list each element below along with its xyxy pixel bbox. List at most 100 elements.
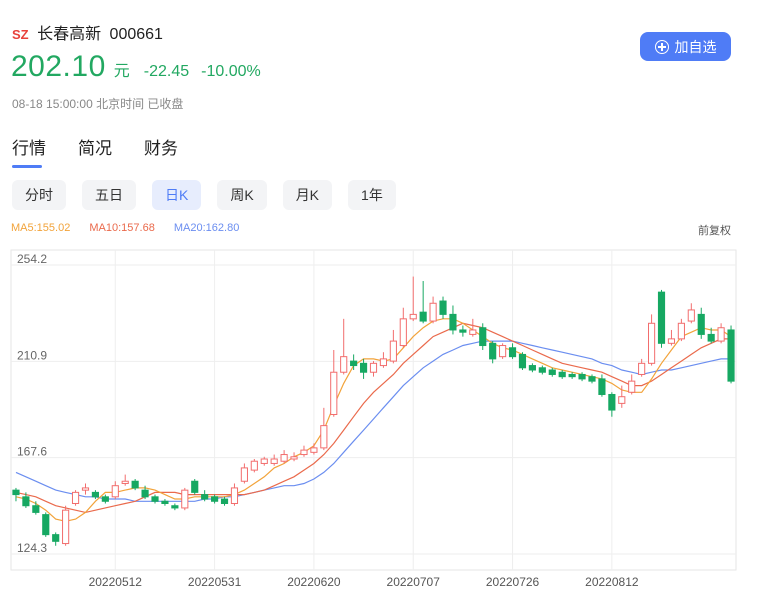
candle-up: [111, 485, 119, 498]
candle-up: [320, 425, 328, 449]
ma5-label: MA5:155.02: [11, 222, 71, 234]
x-tick-label: 20220812: [585, 575, 639, 589]
candle-up: [121, 480, 129, 484]
y-tick-label: 210.9: [17, 348, 47, 362]
candle-down: [598, 378, 606, 395]
period-five-day[interactable]: 五日: [82, 180, 136, 210]
candle-up: [469, 329, 477, 335]
candle-down: [449, 313, 457, 331]
x-tick-label: 20220512: [89, 575, 143, 589]
candle-down: [52, 534, 60, 542]
candle-down: [359, 362, 368, 373]
candle-down: [548, 369, 556, 375]
candle-down: [528, 365, 536, 371]
candle-up: [677, 322, 685, 340]
candle-down: [588, 376, 596, 382]
candle-up: [429, 302, 437, 322]
candle-down: [459, 329, 467, 333]
candle-down: [657, 291, 666, 344]
candle-down: [489, 342, 497, 360]
price-row: 202.10 元 -22.45 -10.00%: [11, 50, 261, 84]
stock-header: SZ 长春高新 000661: [12, 20, 163, 44]
period-weekly-k[interactable]: 周K: [217, 180, 267, 210]
candle-down: [101, 496, 109, 502]
candle-up: [687, 309, 695, 322]
period-intraday[interactable]: 分时: [12, 180, 66, 210]
candle-down: [22, 496, 30, 507]
add-to-watchlist-label: 加自选: [674, 38, 717, 55]
candle-down: [191, 480, 199, 493]
candle-up: [81, 487, 90, 491]
candle-up: [399, 318, 407, 347]
candle-up: [379, 358, 388, 367]
market-badge: SZ: [12, 27, 29, 42]
candle-up: [260, 458, 268, 464]
candle-down: [707, 333, 715, 342]
candle-down: [727, 329, 735, 382]
stock-name: 长春高新: [37, 26, 102, 43]
candle-up: [240, 467, 248, 482]
candle-down: [439, 300, 447, 315]
candle-up: [717, 327, 725, 342]
candle-down: [538, 367, 546, 373]
price-change-percent: -10.00%: [201, 63, 261, 80]
price-change: -22.45: [143, 63, 190, 80]
candle-down: [697, 313, 705, 335]
candle-up: [618, 396, 626, 404]
x-tick-label: 20220726: [486, 575, 540, 589]
candle-down: [211, 496, 219, 502]
moving-average-legend: MA5:155.02 MA10:157.68 MA20:162.80 前复权: [11, 222, 731, 237]
candle-down: [141, 489, 149, 498]
candle-down: [32, 505, 40, 513]
stock-code: 000661: [109, 26, 163, 43]
tab-finance[interactable]: 财务: [144, 139, 178, 158]
period-daily-k[interactable]: 日K: [152, 180, 202, 210]
candle-down: [91, 491, 99, 498]
candle-up: [250, 460, 258, 471]
y-tick-label: 254.2: [17, 252, 47, 266]
candle-up: [62, 509, 70, 545]
chart-frame: [10, 249, 737, 571]
candle-up: [340, 356, 348, 373]
price-adjust-toggle[interactable]: 前复权: [698, 225, 731, 237]
candle-up: [409, 313, 417, 320]
period-selector: 分时 五日 日K 周K 月K 1年: [12, 180, 412, 210]
candle-up: [300, 449, 308, 456]
candle-up: [181, 489, 189, 509]
candle-down: [151, 496, 159, 502]
candle-up: [330, 371, 338, 416]
tab-quotes[interactable]: 行情: [12, 134, 46, 168]
candle-down: [220, 498, 229, 504]
current-price: 202.10: [11, 50, 106, 83]
candle-down: [131, 480, 139, 489]
x-tick-label: 20220620: [287, 575, 341, 589]
candle-down: [171, 505, 179, 509]
trade-time-status: 08-18 15:00:00 北京时间 已收盘: [12, 97, 184, 111]
candle-up: [499, 345, 507, 358]
candle-down: [508, 347, 517, 358]
y-tick-label: 167.6: [17, 445, 47, 459]
ma20-label: MA20:162.80: [173, 222, 240, 234]
period-one-year[interactable]: 1年: [348, 180, 396, 210]
candle-up: [369, 362, 378, 373]
candle-down: [558, 371, 566, 378]
price-unit: 元: [113, 63, 130, 80]
candle-down: [42, 514, 50, 536]
x-tick-label: 20220707: [387, 575, 441, 589]
plus-circle-icon: [654, 39, 669, 54]
period-monthly-k[interactable]: 月K: [282, 180, 333, 210]
candle-up: [628, 380, 636, 393]
main-tabs: 行情 简况 财务: [12, 134, 210, 168]
candle-down: [479, 327, 487, 347]
candle-down: [419, 311, 427, 322]
candle-down: [201, 494, 209, 500]
candle-up: [310, 447, 318, 453]
candle-down: [518, 353, 527, 369]
tab-profile[interactable]: 简况: [78, 139, 112, 158]
add-to-watchlist-button[interactable]: 加自选: [640, 32, 731, 61]
candle-up: [270, 458, 278, 464]
candle-up: [280, 454, 288, 462]
candle-down: [12, 489, 20, 496]
ma10-line: [15, 322, 731, 514]
